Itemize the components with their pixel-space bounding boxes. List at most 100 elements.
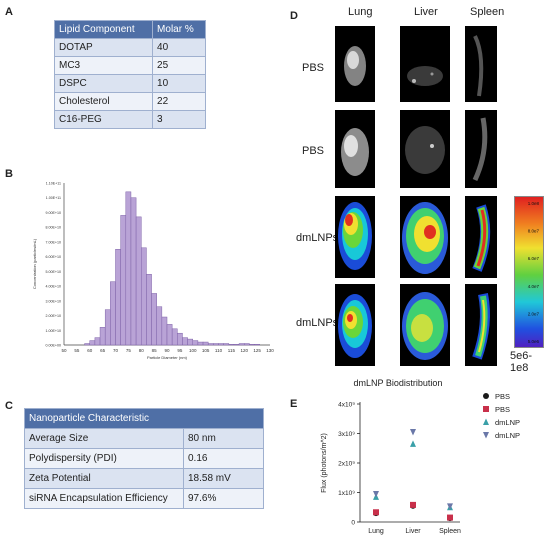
table-cell: Zeta Potential [24, 468, 184, 489]
chart-title: dmLNP Biodistribution [354, 378, 443, 388]
column-label-liver: Liver [414, 6, 438, 18]
table-cell: 10 [152, 74, 206, 93]
panel-label-c: C [5, 400, 13, 412]
liver-image [400, 284, 450, 366]
histogram-bar [130, 197, 137, 346]
histogram-bar [110, 281, 116, 346]
x-tick-label: 80 [139, 348, 145, 353]
x-tick-label: 90 [164, 348, 170, 353]
histogram-bar [244, 343, 250, 346]
histogram-bar [254, 344, 260, 346]
y-tick-label: 4x10⁹ [338, 402, 355, 409]
spleen-image [465, 196, 497, 278]
organ-image [472, 204, 491, 272]
colorbar-tick-label: 2.0e7 [528, 311, 540, 316]
legend-marker [483, 406, 489, 412]
table-row: Polydispersity (PDI) 0.16 [24, 448, 264, 469]
histogram-bar [125, 191, 132, 346]
organ-image [407, 66, 443, 86]
table-cell: 3 [152, 110, 206, 129]
histogram-bar [233, 344, 240, 346]
table-cell: 0.16 [183, 448, 264, 469]
table-cell: 80 nm [183, 428, 264, 449]
table-header-row: Nanoparticle Characteristic [24, 408, 264, 429]
histogram-bar [115, 249, 121, 346]
biodistribution-scatter-chart: dmLNP Biodistribution 0 1x10⁹ 2x10⁹ 3x10⁹ 4x1… [321, 378, 520, 535]
row-label-pbs-1: PBS [302, 62, 325, 74]
panel-label-e: E [290, 398, 298, 410]
x-tick-label: 125 [253, 348, 261, 353]
y-axis-label: Flux (photons/m^2) [321, 433, 328, 493]
organ-image [341, 128, 369, 176]
organ-image [338, 202, 372, 270]
table-row: Cholesterol 22 [53, 92, 206, 111]
organ-image [402, 292, 448, 360]
data-point [373, 509, 379, 516]
x-tick-label: 70 [113, 348, 119, 353]
histogram-bar [99, 327, 106, 346]
x-tick-label: 65 [100, 348, 106, 353]
table-cell: MC3 [53, 56, 154, 75]
spleen-image [465, 26, 497, 102]
organ-image [473, 35, 484, 97]
histogram-bar [120, 215, 127, 346]
table-header-cell: Lipid Component [53, 20, 154, 39]
panel-label-b: B [5, 168, 13, 180]
lung-image [335, 110, 375, 188]
x-tick-label: 75 [126, 348, 132, 353]
y-tick-label: 8.00E+10 [46, 226, 62, 230]
table-cell: Polydispersity (PDI) [24, 448, 184, 469]
histogram-bar [197, 341, 204, 346]
x-tick-label: 110 [215, 348, 223, 353]
histogram-bar [156, 306, 163, 346]
histogram-bar [182, 337, 188, 346]
size-distribution-histogram: 0.00E+00 1.00E+10 2.00E+10 3.00E+10 4.00E+10… [32, 182, 274, 361]
table-row: siRNA Encapsulation Efficiency 97.6% [24, 488, 264, 509]
y-tick-label: 3.00E+10 [46, 299, 62, 303]
colorbar-tick-label: 1.0e8 [528, 201, 540, 206]
histogram-bar [223, 343, 230, 346]
table-cell: DSPC [53, 74, 154, 93]
table-cell: DOTAP [53, 38, 154, 57]
column-label-spleen: Spleen [470, 6, 505, 18]
y-tick-label: 1x10⁹ [338, 490, 355, 497]
x-axis-label: Particle Diameter (nm) [147, 355, 188, 360]
y-tick-label: 6.00E+10 [46, 255, 62, 259]
histogram-bar [84, 343, 90, 346]
histogram-bar [141, 247, 147, 346]
colorbar-ticks: 1.0e8 8.0e7 6.0e7 4.0e7 2.0e7 5.0e6 [528, 201, 540, 344]
y-tick-label: 0.00E+00 [46, 344, 62, 348]
organ-image [344, 46, 366, 86]
legend-label: dmLNP [495, 431, 520, 440]
histogram-bar [187, 338, 194, 346]
colorbar: 1.0e8 8.0e7 6.0e7 4.0e7 2.0e7 5.0e6 [514, 196, 544, 348]
histogram-bar [89, 340, 96, 346]
y-tick-label: 1.00E+11 [46, 196, 61, 200]
table-header-cell: Molar % [152, 20, 206, 39]
histogram-bar [161, 316, 168, 346]
legend-label: PBS [495, 405, 510, 414]
histogram-bar [166, 324, 173, 346]
y-tick-label: 9.00E+10 [46, 211, 62, 215]
histogram-bar [192, 340, 199, 346]
table-cell: Average Size [24, 428, 184, 449]
x-tick-label: 55 [74, 348, 80, 353]
table-row: MC3 25 [53, 56, 206, 75]
x-tick-label: 50 [61, 348, 67, 353]
table-header-row: Lipid Component Molar % [53, 20, 206, 39]
histogram-bar [94, 337, 101, 346]
table-row: Zeta Potential 18.58 mV [24, 468, 264, 489]
table-header-cell: Nanoparticle Characteristic [24, 408, 264, 429]
histogram-bar [207, 343, 214, 346]
column-label-lung: Lung [348, 6, 373, 18]
lung-image [335, 26, 375, 102]
histogram-bar [177, 332, 183, 346]
data-point [447, 514, 453, 521]
y-tick-label: 3x10⁹ [338, 431, 355, 438]
histogram-bar [249, 344, 255, 346]
organ-image [402, 202, 448, 274]
liver-image [400, 196, 450, 278]
x-tick-label: Spleen [439, 528, 461, 535]
organ-image [338, 294, 372, 358]
x-tick-label: 60 [87, 348, 93, 353]
